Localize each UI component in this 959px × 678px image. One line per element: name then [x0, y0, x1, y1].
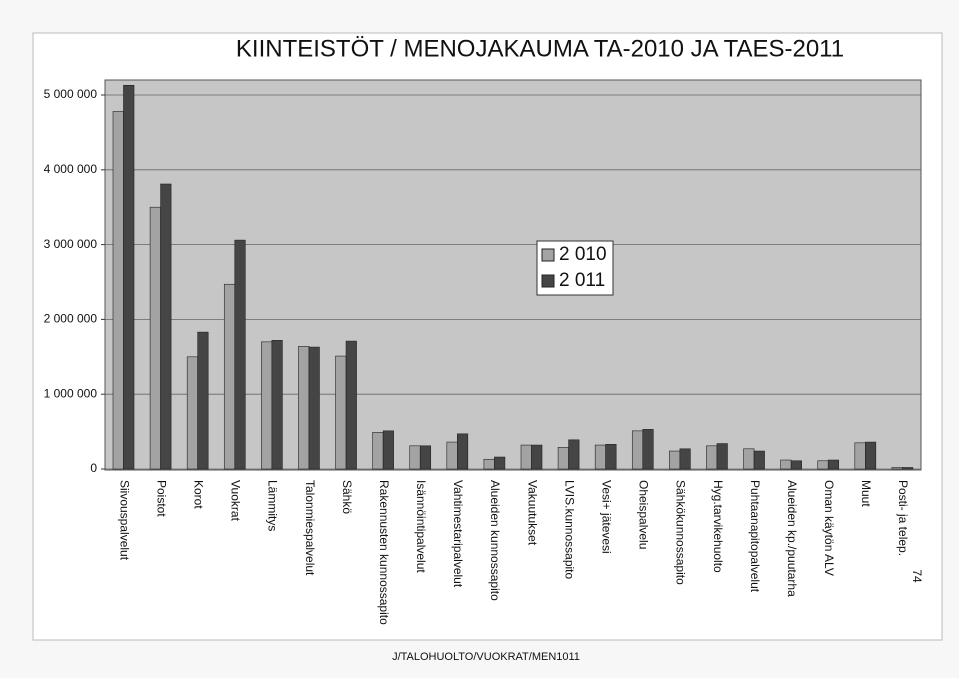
bar — [197, 331, 209, 470]
x-tick-label: Alueiden kunnossapito — [488, 480, 502, 601]
y-tick-label: 3 000 000 — [44, 237, 98, 251]
bar — [112, 111, 124, 470]
bar — [642, 429, 654, 470]
bar — [594, 444, 606, 470]
x-tick-label: Poistot — [154, 480, 168, 517]
x-tick-label: Vakuutukset — [525, 480, 539, 546]
legend-swatch — [541, 248, 555, 262]
bar — [827, 459, 840, 470]
x-tick-label: Korot — [192, 480, 206, 509]
bar — [457, 433, 469, 470]
x-tick-label: Alueiden kp./puutarha — [785, 480, 799, 597]
bar — [605, 444, 617, 470]
bar — [149, 206, 161, 470]
bar — [335, 355, 347, 470]
x-tick-label: Vahtimestaripalvelut — [451, 480, 465, 588]
bar — [234, 239, 246, 470]
y-tick-label: 4 000 000 — [44, 162, 98, 176]
chart-title: KIINTEISTÖT / MENOJAKAUMA TA-2010 JA TAE… — [236, 35, 844, 62]
bar — [679, 448, 691, 470]
bar — [716, 443, 728, 470]
bar — [419, 445, 432, 470]
x-tick-label: Sähkökunnossapito — [674, 480, 688, 585]
bar — [123, 84, 135, 470]
bar — [753, 450, 765, 470]
bar — [382, 430, 394, 470]
bar — [669, 450, 681, 470]
x-tick-label: Isännöintipalvelut — [414, 480, 428, 573]
bar — [483, 458, 495, 470]
x-tick-label: Vuokrat — [229, 480, 243, 522]
page-number: 74 — [910, 569, 924, 583]
y-tick-label: 2 000 000 — [44, 312, 98, 326]
bar — [446, 441, 458, 470]
x-tick-label: Vesi+ jätevesi — [600, 480, 614, 554]
x-tick-label: Oman käytön ALV — [822, 480, 836, 576]
bar — [372, 432, 384, 470]
y-tick-label: 1 000 000 — [44, 386, 98, 400]
legend-label: 2 011 — [559, 270, 605, 291]
bar — [865, 441, 877, 470]
bar — [271, 340, 283, 470]
x-tick-label: LVIS.kunnossapito — [562, 480, 576, 580]
bar — [223, 283, 236, 470]
bar — [790, 460, 802, 470]
bar — [160, 183, 172, 470]
bar — [631, 430, 644, 470]
legend-label: 2 010 — [559, 244, 607, 265]
bar — [261, 341, 273, 470]
bar — [743, 448, 755, 470]
bar — [409, 445, 421, 470]
bar — [531, 444, 543, 470]
bar — [568, 439, 580, 470]
bar — [780, 459, 792, 470]
bar — [854, 442, 866, 470]
bar — [891, 467, 903, 470]
x-tick-label: Talonmiespalvelut — [303, 480, 317, 576]
bar — [345, 340, 357, 470]
bar — [308, 346, 320, 470]
bar — [557, 447, 569, 470]
y-tick-label: 0 — [90, 461, 97, 475]
y-tick-label: 5 000 000 — [44, 87, 98, 101]
bar — [186, 356, 198, 470]
bar — [494, 456, 506, 470]
bar — [520, 444, 532, 470]
bar — [298, 346, 310, 470]
x-tick-label: Puhtaanapitopalvelut — [748, 480, 762, 593]
legend-swatch — [541, 274, 555, 288]
x-tick-label: Oheispalvelu — [637, 480, 651, 549]
x-tick-label: Posti- ja telep. — [896, 480, 910, 556]
x-tick-label: Lämmitys — [266, 480, 280, 531]
x-tick-label: Muut — [859, 480, 873, 507]
footer: J/TALOHUOLTO/VUOKRAT/MEN1011 — [392, 651, 580, 663]
bar — [706, 445, 718, 470]
bar — [817, 460, 829, 470]
bar — [902, 467, 914, 470]
x-tick-label: Rakennusten kunnossapito — [377, 480, 391, 625]
x-tick-label: Siivouspalvelut — [117, 480, 131, 561]
x-tick-label: Sähkö — [340, 480, 354, 514]
x-tick-label: Hyg.tarvikehuolto — [711, 480, 725, 573]
